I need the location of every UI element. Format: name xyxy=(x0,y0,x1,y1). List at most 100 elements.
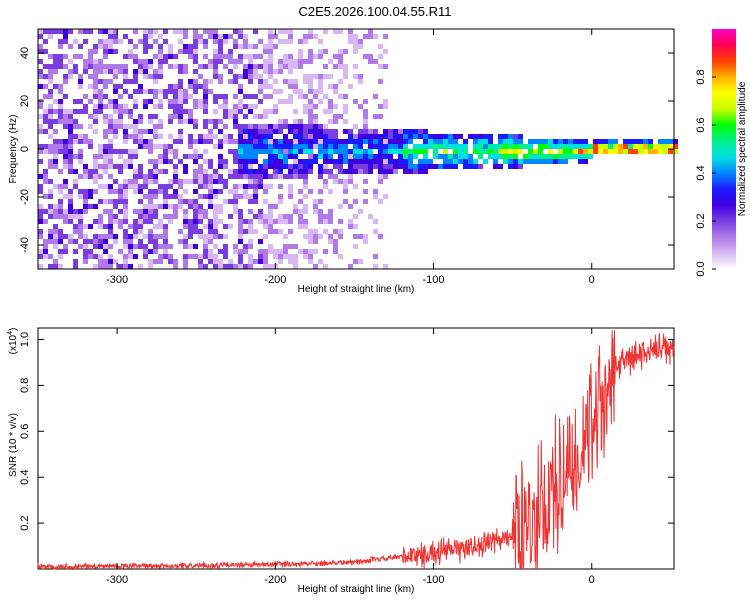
heatmap-cell xyxy=(318,139,323,144)
heatmap-cell xyxy=(188,214,193,219)
heatmap-cell xyxy=(288,144,293,149)
heatmap-cell xyxy=(243,174,248,179)
heatmap-cell xyxy=(193,139,198,144)
heatmap-cell xyxy=(353,169,358,174)
heatmap-cell xyxy=(88,219,93,224)
heatmap-cell xyxy=(168,104,173,109)
heatmap-cell xyxy=(153,89,158,94)
heatmap-cell xyxy=(548,149,553,154)
heatmap-cell xyxy=(253,139,258,144)
heatmap-cell xyxy=(98,159,103,164)
heatmap-cell xyxy=(73,159,78,164)
heatmap-cell xyxy=(603,144,608,149)
heatmap-cell xyxy=(298,169,303,174)
heatmap-cell xyxy=(338,254,343,259)
heatmap-cell xyxy=(83,44,88,49)
heatmap-cell xyxy=(113,229,118,234)
heatmap-cell xyxy=(83,194,88,199)
heatmap-cell xyxy=(163,89,168,94)
heatmap-cell xyxy=(163,209,168,214)
heatmap-cell xyxy=(193,49,198,54)
heatmap-cell xyxy=(263,174,268,179)
heatmap-cell xyxy=(73,204,78,209)
heatmap-cell xyxy=(98,254,103,259)
heatmap-cell xyxy=(328,99,333,104)
heatmap-cell xyxy=(138,59,143,64)
heatmap-cell xyxy=(53,149,58,154)
heatmap-cell xyxy=(63,89,68,94)
heatmap-cell xyxy=(98,219,103,224)
heatmap-cell xyxy=(258,139,263,144)
heatmap-cell xyxy=(248,229,253,234)
heatmap-cell xyxy=(148,189,153,194)
heatmap-cell xyxy=(278,29,283,34)
heatmap-cell xyxy=(373,194,378,199)
heatmap-cell xyxy=(53,44,58,49)
heatmap-cell xyxy=(83,119,88,124)
heatmap-cell xyxy=(153,34,158,39)
heatmap-cell xyxy=(138,174,143,179)
heatmap-cell xyxy=(118,199,123,204)
heatmap-cell xyxy=(278,99,283,104)
heatmap-cell xyxy=(283,39,288,44)
heatmap-cell xyxy=(433,154,438,159)
heatmap-cell xyxy=(108,219,113,224)
heatmap-cell xyxy=(238,244,243,249)
heatmap-cell xyxy=(103,239,108,244)
heatmap-cell xyxy=(428,89,433,94)
heatmap-cell xyxy=(358,169,363,174)
heatmap-cell xyxy=(73,259,78,264)
heatmap-cell xyxy=(118,164,123,169)
heatmap-cell xyxy=(153,259,158,264)
heatmap-cell xyxy=(488,149,493,154)
heatmap-cell xyxy=(298,249,303,254)
heatmap-y-tick-label: -20 xyxy=(19,189,31,205)
heatmap-cell xyxy=(273,124,278,129)
heatmap-cell xyxy=(163,254,168,259)
heatmap-cell xyxy=(353,199,358,204)
heatmap-cell xyxy=(318,234,323,239)
heatmap-cell xyxy=(233,199,238,204)
heatmap-cell xyxy=(513,134,518,139)
heatmap-cell xyxy=(473,164,478,169)
heatmap-cell xyxy=(103,69,108,74)
heatmap-cell xyxy=(268,204,273,209)
heatmap-cell xyxy=(113,89,118,94)
heatmap-cell xyxy=(103,74,108,79)
heatmap-cell xyxy=(108,254,113,259)
heatmap-cell xyxy=(228,34,233,39)
heatmap-cell xyxy=(268,69,273,74)
heatmap-cell xyxy=(58,254,63,259)
heatmap-cell xyxy=(78,79,83,84)
heatmap-cell xyxy=(103,254,108,259)
heatmap-cell xyxy=(378,134,383,139)
heatmap-cell xyxy=(263,259,268,264)
heatmap-cell xyxy=(228,109,233,114)
heatmap-cell xyxy=(58,149,63,154)
heatmap-cell xyxy=(113,214,118,219)
heatmap-cell xyxy=(48,264,53,269)
heatmap-cell xyxy=(83,134,88,139)
heatmap-cell xyxy=(393,144,398,149)
heatmap-cell xyxy=(163,224,168,229)
heatmap-cell xyxy=(198,84,203,89)
heatmap-cell xyxy=(53,244,58,249)
heatmap-cell xyxy=(273,34,278,39)
heatmap-cell xyxy=(128,164,133,169)
heatmap-cell xyxy=(318,169,323,174)
heatmap-cell xyxy=(283,134,288,139)
heatmap-cell xyxy=(303,194,308,199)
heatmap-cell xyxy=(93,214,98,219)
heatmap-cell xyxy=(648,149,653,154)
heatmap-cell xyxy=(173,209,178,214)
heatmap-cell xyxy=(53,219,58,224)
heatmap-cell xyxy=(38,94,43,99)
heatmap-cell xyxy=(233,39,238,44)
heatmap-cell xyxy=(213,54,218,59)
heatmap-cell xyxy=(43,94,48,99)
heatmap-cell xyxy=(203,99,208,104)
heatmap-cell xyxy=(198,204,203,209)
heatmap-cell xyxy=(108,34,113,39)
heatmap-cell xyxy=(168,79,173,84)
heatmap-cell xyxy=(248,179,253,184)
